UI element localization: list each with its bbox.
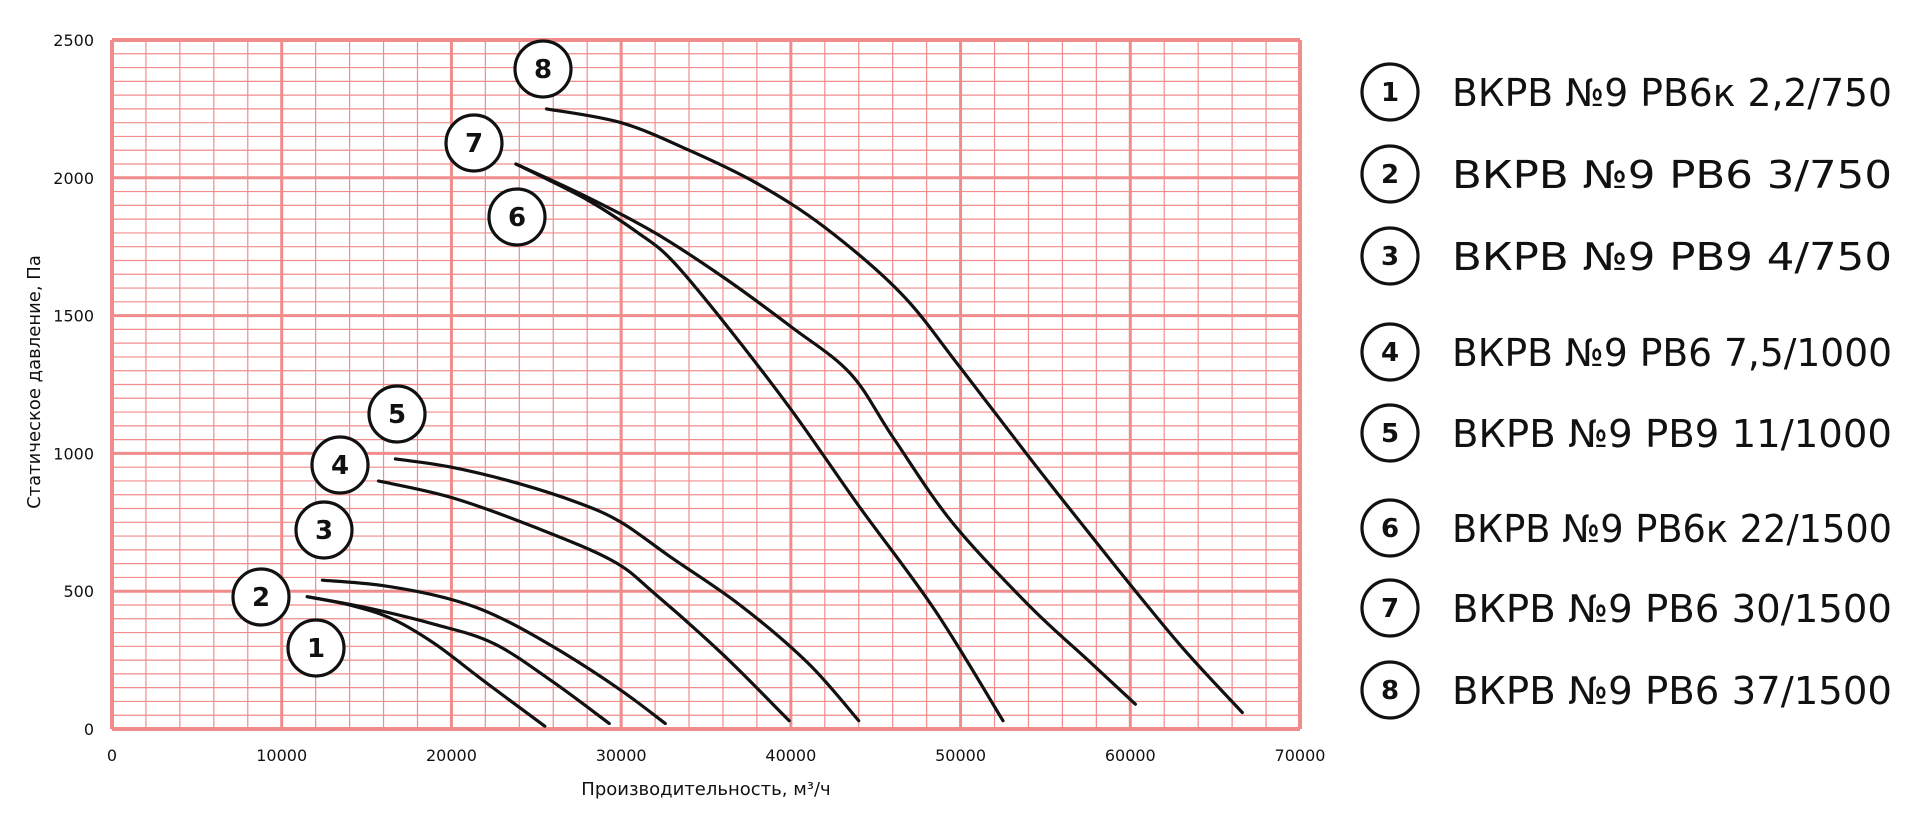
legend-circle-7 xyxy=(1360,578,1420,638)
fan-curve-1 xyxy=(305,595,547,728)
x-tick-label: 20000 xyxy=(426,746,477,765)
grid xyxy=(110,38,1302,731)
legend-circle-8 xyxy=(1360,660,1420,720)
curve-marker-label-4: 4 xyxy=(331,451,349,481)
legend-number-4: 4 xyxy=(1381,338,1399,368)
legend-circle-2 xyxy=(1360,144,1420,204)
x-tick-label: 30000 xyxy=(596,746,647,765)
curve-marker-circle-5 xyxy=(367,384,427,444)
legend-number-7: 7 xyxy=(1381,594,1399,624)
legend-label-1: ВКРВ №9 РВ6к 2,2/750 xyxy=(1452,71,1892,115)
fan-curve-5 xyxy=(393,457,861,723)
legend-label-8: ВКРВ №9 РВ6 37/1500 xyxy=(1452,669,1892,713)
x-axis-label: Производительность, м³/ч xyxy=(581,779,830,800)
legend-number-5: 5 xyxy=(1381,419,1399,449)
legend-circle-6 xyxy=(1360,498,1420,558)
curve-marker-circle-7 xyxy=(444,113,504,173)
legend-label-2: ВКРВ №9 РВ6 3/750 xyxy=(1452,153,1892,197)
legend-label-5: ВКРВ №9 РВ9 11/1000 xyxy=(1452,412,1892,456)
y-axis-label: Статическое давление, Па xyxy=(24,255,45,509)
curve-marker-circle-2 xyxy=(231,567,291,627)
legend-circle-1 xyxy=(1360,62,1420,122)
y-tick-label: 500 xyxy=(63,582,94,601)
fan-curve-7 xyxy=(514,162,1137,706)
curve-marker-label-3: 3 xyxy=(315,516,333,546)
curve-marker-circle-1 xyxy=(286,618,346,678)
curve-marker-circle-6 xyxy=(487,187,547,247)
fan-curve-3 xyxy=(320,578,667,726)
legend-number-8: 8 xyxy=(1381,676,1399,706)
curve-marker-circle-4 xyxy=(310,435,370,495)
x-tick-label: 60000 xyxy=(1105,746,1156,765)
x-tick-label: 50000 xyxy=(935,746,986,765)
curve-marker-label-5: 5 xyxy=(388,400,406,430)
curve-marker-label-6: 6 xyxy=(508,203,526,233)
legend-circle-3 xyxy=(1360,226,1420,286)
legend-circle-4 xyxy=(1360,322,1420,382)
fan-curve-2 xyxy=(305,595,611,726)
curve-marker-circle-3 xyxy=(294,500,354,560)
curve-marker-label-7: 7 xyxy=(465,129,483,159)
legend-label-6: ВКРВ №9 РВ6к 22/1500 xyxy=(1452,507,1892,551)
curve-marker-label-8: 8 xyxy=(534,55,552,85)
legend-number-2: 2 xyxy=(1381,160,1399,190)
legend: 1 ВКРВ №9 РВ6к 2,2/750 2 ВКРВ №9 РВ6 3/750 3… xyxy=(1360,62,1892,720)
fan-curve-4 xyxy=(376,479,791,723)
y-tick-label: 1500 xyxy=(53,307,94,326)
curve-marker-label-2: 2 xyxy=(252,583,270,613)
legend-number-1: 1 xyxy=(1381,78,1399,108)
axis-ticks: 0 10000 20000 30000 40000 50000 60000 70000 0 500… xyxy=(53,31,1325,765)
legend-label-3: ВКРВ №9 РВ9 4/750 xyxy=(1452,235,1892,279)
y-tick-label: 2000 xyxy=(53,169,94,188)
x-tick-label: 70000 xyxy=(1275,746,1326,765)
y-tick-label: 0 xyxy=(84,720,94,739)
legend-label-4: ВКРВ №9 РВ6 7,5/1000 xyxy=(1452,331,1892,375)
x-tick-label: 10000 xyxy=(256,746,307,765)
fan-curve-8 xyxy=(544,107,1244,715)
fan-curve-6 xyxy=(514,162,1005,723)
fan-curves xyxy=(305,107,1244,728)
legend-label-7: ВКРВ №9 РВ6 30/1500 xyxy=(1452,587,1892,631)
y-tick-label: 1000 xyxy=(53,444,94,463)
legend-circle-5 xyxy=(1360,403,1420,463)
legend-number-6: 6 xyxy=(1381,514,1399,544)
x-tick-label: 0 xyxy=(107,746,117,765)
legend-number-3: 3 xyxy=(1381,242,1399,272)
curve-marker-label-1: 1 xyxy=(307,634,325,664)
x-tick-label: 40000 xyxy=(765,746,816,765)
curve-marker-circle-8 xyxy=(513,39,573,99)
curve-markers: 1 2 3 4 5 6 7 8 xyxy=(231,39,573,678)
y-tick-label: 2500 xyxy=(53,31,94,50)
